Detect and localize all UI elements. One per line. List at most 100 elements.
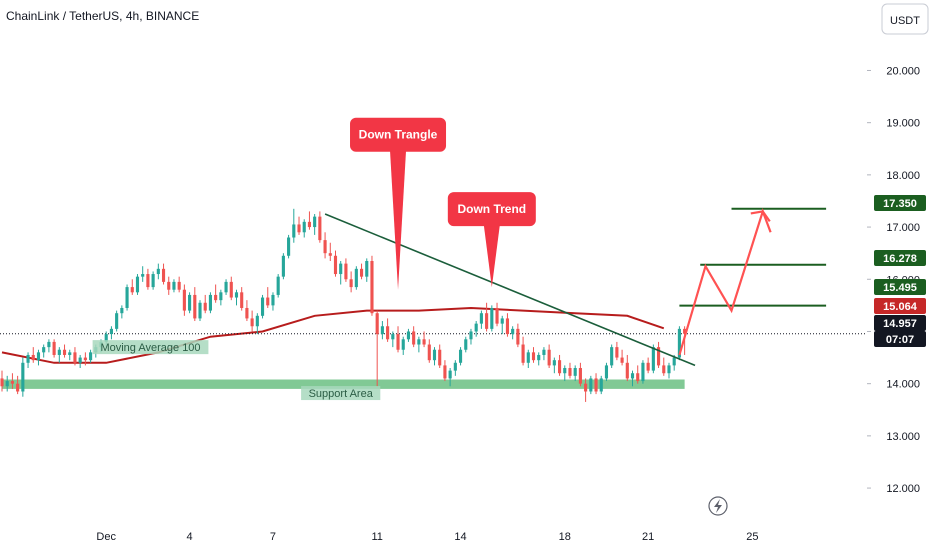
candle — [396, 326, 400, 353]
x-tick-label: 7 — [270, 531, 276, 543]
candle — [141, 266, 145, 282]
currency-label: USDT — [890, 15, 920, 27]
candle — [667, 362, 671, 379]
candle — [328, 242, 332, 261]
moving-average-label: Moving Average 100 — [92, 340, 209, 355]
candle — [490, 305, 494, 332]
candle — [245, 300, 249, 322]
candle — [167, 276, 171, 295]
candle — [500, 315, 504, 335]
candle — [464, 336, 468, 353]
candle — [646, 357, 650, 374]
support-area-label: Support Area — [301, 386, 381, 401]
y-tick-label: 17.000 — [886, 222, 920, 234]
candle — [354, 266, 358, 290]
candle — [5, 375, 9, 392]
candle — [302, 219, 306, 238]
candle — [531, 347, 536, 363]
candle — [511, 326, 515, 340]
candle — [563, 365, 567, 382]
candle — [130, 279, 134, 295]
x-tick-label: 11 — [371, 531, 382, 543]
candle — [193, 287, 197, 322]
candle — [16, 375, 20, 395]
y-tick-label: 13.000 — [886, 431, 920, 443]
candle — [120, 305, 124, 319]
candle — [458, 347, 463, 366]
candle — [10, 373, 14, 389]
candle — [485, 302, 489, 332]
callout-text: Down Trangle — [359, 128, 438, 142]
candle — [417, 336, 421, 353]
candle — [620, 349, 624, 366]
candle — [78, 354, 82, 369]
price-tag: 16.278 — [874, 250, 926, 266]
candle — [568, 362, 572, 379]
candle — [589, 375, 593, 395]
currency-button[interactable]: USDT — [881, 3, 929, 35]
candle — [448, 368, 452, 387]
candle — [453, 360, 457, 376]
candle — [161, 263, 166, 285]
price-tag: 15.495 — [874, 279, 926, 295]
candle — [125, 284, 129, 311]
price-tag-text: 15.064 — [883, 301, 918, 313]
candle — [662, 357, 666, 376]
candle — [339, 261, 343, 285]
candle — [443, 360, 447, 382]
candle — [406, 328, 411, 342]
candle — [198, 300, 202, 322]
candle — [657, 341, 661, 369]
candle — [604, 362, 609, 382]
candle — [479, 310, 483, 329]
price-tag: 17.350 — [874, 195, 926, 211]
candle — [505, 313, 510, 337]
candle — [610, 344, 614, 369]
candle — [412, 326, 416, 348]
candle — [52, 339, 56, 358]
candle — [234, 289, 239, 306]
candle — [422, 331, 426, 348]
candle — [636, 365, 640, 384]
support-zone-layer — [2, 379, 685, 389]
candles-layer — [0, 208, 687, 402]
candle — [557, 354, 562, 376]
candle — [401, 336, 405, 355]
lightning-icon[interactable] — [708, 496, 728, 516]
y-tick-label: 14.000 — [886, 379, 920, 391]
price-tag-text: 14.957 — [883, 318, 917, 330]
candle — [359, 263, 364, 280]
candle — [469, 328, 473, 345]
candle — [255, 313, 259, 335]
candle — [432, 347, 437, 366]
candle — [188, 292, 192, 314]
y-tick-label: 18.000 — [886, 170, 920, 182]
candle — [521, 336, 525, 366]
time-axis[interactable] — [0, 522, 867, 550]
candle — [219, 289, 223, 306]
price-tag: 07:07 — [874, 331, 926, 347]
pair-title: ChainLink / TetherUS, 4h, BINANCE — [6, 9, 199, 23]
candle — [584, 378, 588, 402]
candle — [516, 323, 520, 348]
x-tick-label: 18 — [559, 531, 571, 543]
candle — [318, 211, 322, 243]
candle — [547, 344, 551, 369]
candle — [229, 276, 233, 301]
candle — [313, 214, 317, 235]
candle — [380, 321, 384, 340]
candle — [240, 287, 244, 311]
candle — [73, 347, 77, 366]
candle — [323, 232, 327, 259]
candle — [224, 279, 228, 295]
price-tag: 14.957 — [874, 315, 926, 331]
moving-average-label-text: Moving Average 100 — [100, 342, 200, 354]
x-tick-label: 21 — [642, 531, 654, 543]
candle — [630, 370, 635, 387]
y-tick-label: 20.000 — [886, 65, 920, 77]
candle — [68, 349, 72, 361]
candle — [115, 310, 119, 332]
candle — [375, 310, 379, 387]
